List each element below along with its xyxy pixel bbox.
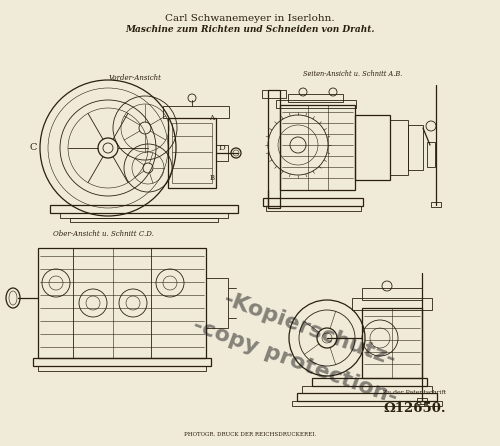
Bar <box>216 145 228 161</box>
Text: -Kopierschutz-: -Kopierschutz- <box>221 289 399 371</box>
Bar <box>70 218 218 222</box>
Bar <box>427 142 435 167</box>
Bar <box>206 278 228 328</box>
Bar <box>390 120 408 175</box>
Bar <box>33 358 211 366</box>
Bar <box>355 115 390 180</box>
Text: D: D <box>218 144 226 152</box>
Text: Carl Schwanemeyer in Iserlohn.: Carl Schwanemeyer in Iserlohn. <box>165 14 335 23</box>
Bar <box>297 393 437 401</box>
Text: Maschine zum Richten und Schneiden von Draht.: Maschine zum Richten und Schneiden von D… <box>125 25 375 34</box>
Bar <box>312 378 427 386</box>
Bar <box>292 401 442 406</box>
Bar <box>302 386 432 393</box>
Bar <box>352 298 432 310</box>
Bar <box>417 398 427 404</box>
Bar <box>266 206 361 211</box>
Text: A: A <box>210 114 214 122</box>
Bar <box>163 106 229 118</box>
Bar <box>263 198 363 206</box>
Text: B: B <box>210 174 214 182</box>
Text: Vorder-Ansicht: Vorder-Ansicht <box>108 74 162 82</box>
Bar <box>408 125 423 170</box>
Bar <box>168 118 216 188</box>
Bar <box>362 308 422 378</box>
Bar <box>276 100 356 108</box>
Bar <box>38 366 206 371</box>
Bar <box>262 90 286 98</box>
Bar <box>60 213 228 218</box>
Bar <box>50 205 238 213</box>
Text: Seiten-Ansicht u. Schnitt A.B.: Seiten-Ansicht u. Schnitt A.B. <box>304 70 402 78</box>
Bar <box>431 202 441 207</box>
Bar <box>38 248 206 358</box>
Bar <box>280 105 355 190</box>
Bar <box>362 288 422 300</box>
Bar <box>172 123 212 183</box>
Bar <box>268 90 280 208</box>
Text: C: C <box>30 144 36 153</box>
Text: Ober-Ansicht u. Schnitt C.D.: Ober-Ansicht u. Schnitt C.D. <box>52 230 154 238</box>
Text: Zu der Patentschrift: Zu der Patentschrift <box>384 390 446 395</box>
Text: PHOTOGR. DRUCK DER REICHSDRUCKEREI.: PHOTOGR. DRUCK DER REICHSDRUCKEREI. <box>184 432 316 437</box>
Text: Ω12650.: Ω12650. <box>384 402 446 415</box>
Bar <box>288 94 343 102</box>
Text: -copy protection-: -copy protection- <box>190 316 400 409</box>
